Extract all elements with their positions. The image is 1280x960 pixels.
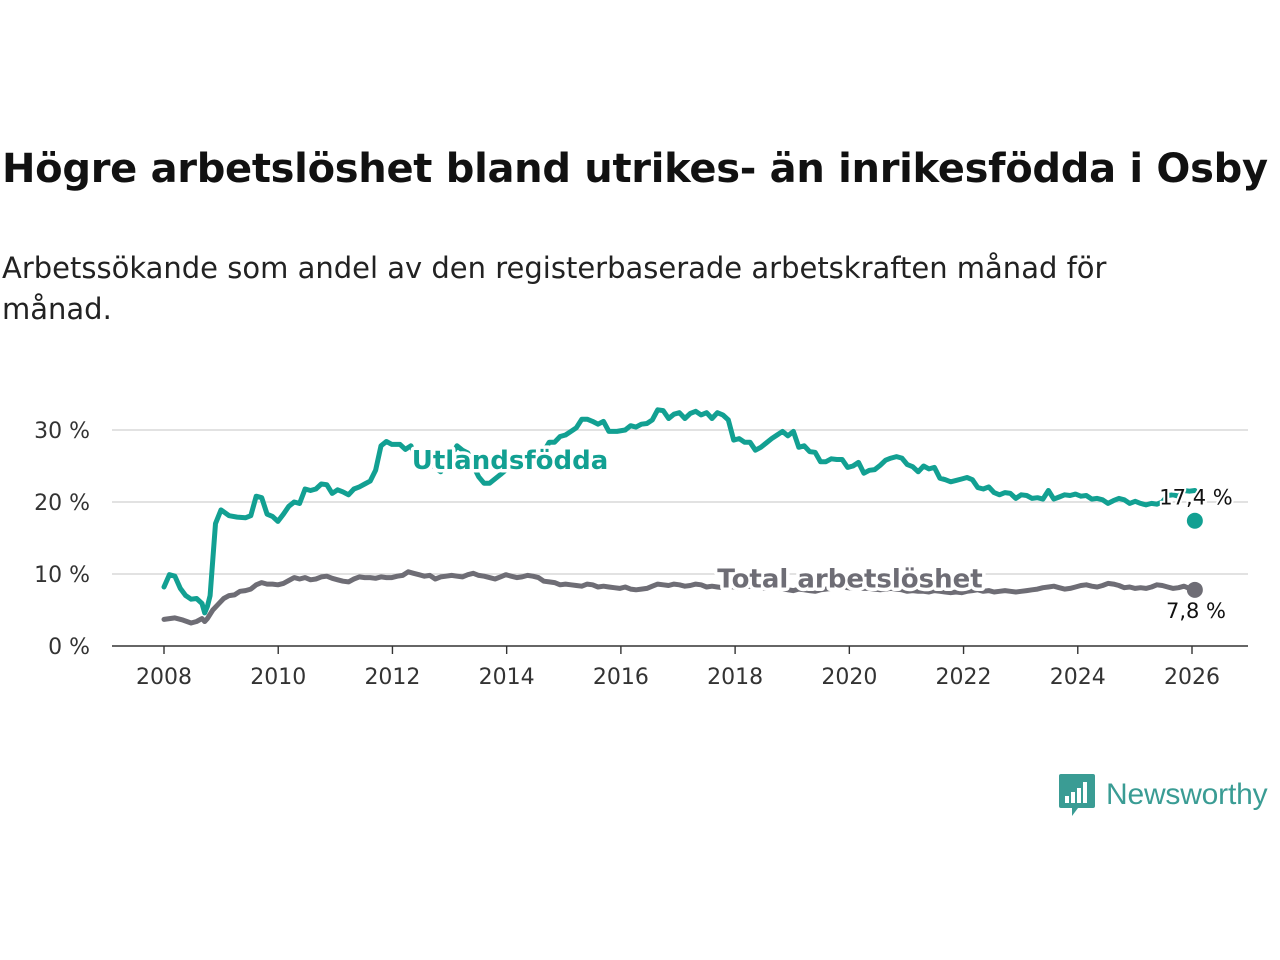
x-tick-label: 2024 [1050,665,1106,690]
x-tick-label: 2026 [1164,665,1220,690]
newsworthy-logo: Newsworthy [1058,772,1268,818]
series-labels: 17,4 % Utlandsfödda 7,8 % Total arbetslöshe… [408,442,1234,624]
chart-title: Högre arbetslöshet bland utrikes- än inr… [2,146,1268,192]
newsworthy-logo-icon [1059,774,1095,816]
series-name-total: Total arbetslöshet [717,565,982,595]
brand-name: Newsworthy [1106,778,1268,811]
series-line-foreign [161,407,1198,616]
series-name-foreign: Utlandsfödda [412,446,609,476]
x-tick-label: 2014 [479,665,535,690]
end-label-total: 7,8 % [1166,599,1226,623]
x-tick-label: 2012 [364,665,420,690]
x-tick-label: 2022 [936,665,992,690]
line-chart: 2008 2010 2012 2014 2016 2018 2020 2022 2024 2026… [34,407,1248,690]
x-tick-label: 2010 [250,665,306,690]
end-point-foreign [1186,512,1203,529]
x-tick-label: 2008 [136,665,192,690]
x-tick-label: 2020 [821,665,877,690]
y-axis: 0 % 10 % 20 % 30 % [34,419,90,660]
chart-subtitle: Arbetssökande som andel av den registerb… [2,251,1107,326]
y-tick-label: 30 % [34,419,90,444]
gridlines [112,429,1248,575]
series-group [161,407,1203,626]
x-tick-label: 2018 [707,665,763,690]
y-tick-label: 0 % [48,635,90,660]
series-line-total [161,569,1198,626]
x-axis: 2008 2010 2012 2014 2016 2018 2020 2022 2024 2026 [112,645,1248,690]
end-point-total [1186,581,1203,598]
y-tick-label: 20 % [34,491,90,516]
y-tick-label: 10 % [34,563,90,588]
x-tick-label: 2016 [593,665,649,690]
end-label-foreign: 17,4 % [1159,486,1232,510]
